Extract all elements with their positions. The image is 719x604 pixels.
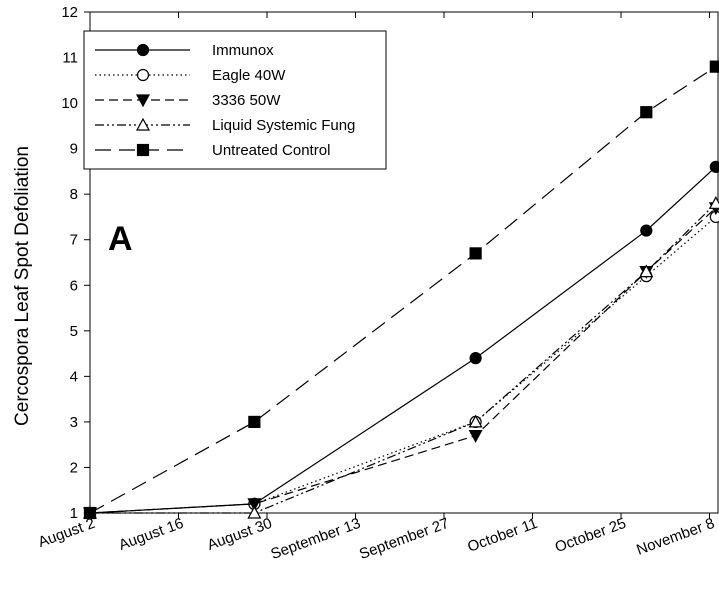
data-point: [83, 506, 97, 520]
series-eagle-40w: [83, 210, 719, 520]
y-tick-label: 11: [62, 50, 78, 67]
data-point: [469, 352, 482, 365]
data-point: [136, 43, 150, 57]
legend-item: Liquid Systemic Fung: [95, 117, 355, 134]
y-tick-label: 8: [70, 186, 78, 203]
series-line: [90, 202, 717, 514]
y-tick-label: 1: [70, 505, 78, 522]
series-untreated-control: [83, 60, 719, 520]
panel-label: A: [108, 220, 133, 258]
series-3336-50w: [82, 202, 719, 521]
data-point: [135, 94, 151, 108]
legend-label: Eagle 40W: [212, 67, 286, 84]
y-tick-label: 2: [70, 459, 78, 476]
y-axis-title: Cercospora Leaf Spot Defoliation: [12, 146, 33, 426]
data-point: [135, 117, 151, 131]
data-point: [639, 264, 654, 278]
y-tick-label: 3: [70, 414, 78, 431]
data-point: [709, 160, 719, 173]
x-tick-label: September 13: [269, 515, 363, 563]
legend-label: 3336 50W: [212, 92, 281, 109]
data-point: [248, 415, 261, 429]
legend-item: Eagle 40W: [95, 67, 286, 84]
x-tick-label: September 27: [357, 515, 451, 563]
data-point: [709, 210, 719, 224]
legend-label: Liquid Systemic Fung: [212, 117, 355, 134]
y-tick-label: 9: [70, 141, 78, 158]
y-tick-label: 4: [70, 368, 78, 385]
data-point: [136, 143, 150, 157]
legend-item: 3336 50W: [95, 92, 281, 109]
legend-label: Immunox: [212, 42, 274, 59]
y-tick-label: 6: [70, 277, 78, 294]
data-point: [469, 247, 482, 260]
x-tick-label: November 8: [634, 515, 717, 559]
legend-item: Untreated Control: [95, 142, 330, 159]
x-tick-label: August 2: [36, 515, 97, 551]
data-point: [709, 60, 719, 73]
data-point: [247, 505, 262, 519]
y-tick-label: 7: [70, 232, 78, 249]
series-line: [89, 216, 717, 514]
series-immunox: [83, 160, 719, 520]
x-tick-label: October 11: [465, 515, 540, 556]
data-point: [468, 414, 483, 428]
series-layer: [82, 60, 719, 521]
x-tick-label: August 16: [117, 515, 186, 554]
data-point: [640, 224, 653, 237]
series-line: [89, 207, 717, 514]
x-tick-label: October 25: [553, 515, 629, 556]
x-tick-label: August 30: [205, 515, 274, 554]
legend: Immunox Eagle 40W 3336 50W Liquid Systemic …: [83, 30, 387, 170]
legend-box: [83, 30, 387, 170]
plot-frame: [89, 11, 719, 514]
data-point: [136, 68, 150, 82]
y-tick-label: 5: [70, 323, 78, 340]
series-liquid-systemic-fung: [82, 196, 719, 519]
data-point: [640, 106, 653, 119]
data-point: [468, 429, 483, 443]
data-point: [247, 498, 262, 512]
y-tick-label: 12: [61, 4, 78, 21]
y-tick-label: 10: [61, 95, 78, 112]
legend-item: Immunox: [95, 42, 274, 59]
legend-label: Untreated Control: [212, 142, 330, 159]
